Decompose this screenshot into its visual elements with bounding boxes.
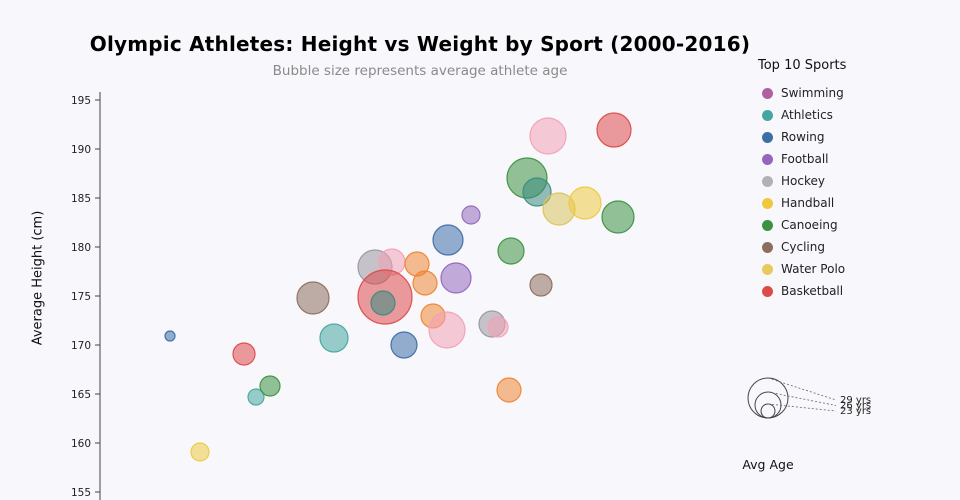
legend-item-rowing: Rowing xyxy=(756,126,946,148)
bubble xyxy=(440,262,472,294)
bubble xyxy=(529,117,567,155)
legend-item-label: Handball xyxy=(781,196,835,210)
legend-item-handball: Handball xyxy=(756,192,946,214)
legend-item-football: Football xyxy=(756,148,946,170)
y-tick-label: 185 xyxy=(71,193,91,205)
legend-color-dot xyxy=(762,175,773,187)
size-legend-label: 29 yrs xyxy=(840,395,871,406)
bubble xyxy=(568,186,602,220)
legend-color-dot xyxy=(762,285,773,297)
legend-item-swimming: Swimming xyxy=(756,82,946,104)
y-tick-label: 175 xyxy=(71,291,91,303)
legend-color-dot xyxy=(762,219,773,231)
y-tick-label: 195 xyxy=(71,95,91,107)
legend-item-label: Hockey xyxy=(781,174,825,188)
bubble xyxy=(497,237,525,265)
size-legend-caption: Avg Age xyxy=(742,457,794,472)
legend-color-dot xyxy=(762,131,773,143)
legend-item-label: Athletics xyxy=(781,108,833,122)
bubble xyxy=(428,311,466,349)
legend-title: Top 10 Sports xyxy=(758,58,847,73)
bubble xyxy=(319,323,349,353)
legend-item-label: Basketball xyxy=(781,284,844,298)
legend-item-canoeing: Canoeing xyxy=(756,214,946,236)
bubble xyxy=(259,375,281,397)
bubble xyxy=(487,316,509,338)
legend-item-water-polo: Water Polo xyxy=(756,258,946,280)
bubble xyxy=(496,377,522,403)
legend-color-dot xyxy=(762,109,773,121)
legend-color-dot xyxy=(762,153,773,165)
legend-item-label: Canoeing xyxy=(781,218,838,232)
bubble xyxy=(370,290,396,316)
legend-item-label: Water Polo xyxy=(781,262,846,276)
bubble xyxy=(164,330,176,342)
legend-item-athletics: Athletics xyxy=(756,104,946,126)
y-tick-label: 170 xyxy=(71,340,91,352)
y-tick-label: 155 xyxy=(71,487,91,499)
chart-title: Olympic Athletes: Height vs Weight by Sp… xyxy=(89,32,751,56)
bubble xyxy=(232,342,256,366)
size-legend-circle xyxy=(760,403,776,419)
bubble xyxy=(190,442,210,462)
bubble xyxy=(596,112,632,148)
y-tick-label: 190 xyxy=(71,144,91,156)
size-legend-circle xyxy=(747,377,789,419)
legend-color-dot xyxy=(762,263,773,275)
sport-legend: Top 10 Sports Swimming Athletics Rowing Foo… xyxy=(756,58,946,302)
legend-item-basketball: Basketball xyxy=(756,280,946,302)
legend-item-label: Cycling xyxy=(781,240,825,254)
legend-item-label: Football xyxy=(781,152,829,166)
bubble xyxy=(522,177,552,207)
y-tick-label: 180 xyxy=(71,242,91,254)
bubble xyxy=(296,281,330,315)
bubble xyxy=(529,273,553,297)
legend-item-hockey: Hockey xyxy=(756,170,946,192)
size-legend-label: 23 yrs xyxy=(840,406,871,417)
y-tick-label: 160 xyxy=(71,438,91,450)
bubble xyxy=(247,388,265,406)
y-tick-label: 165 xyxy=(71,389,91,401)
legend-items: Swimming Athletics Rowing Football Hockey Han… xyxy=(756,82,946,302)
chart-subtitle: Bubble size represents average athlete a… xyxy=(272,63,568,79)
legend-color-dot xyxy=(762,197,773,209)
legend-color-dot xyxy=(762,87,773,99)
bubble xyxy=(432,224,464,256)
bubble xyxy=(601,200,635,234)
size-legend-leader-line xyxy=(767,403,837,412)
size-legend-label: 26 yrs xyxy=(840,401,871,412)
bubble xyxy=(390,331,418,359)
legend-item-cycling: Cycling xyxy=(756,236,946,258)
legend-item-label: Rowing xyxy=(781,130,825,144)
bubble xyxy=(461,205,481,225)
legend-item-label: Swimming xyxy=(781,86,844,100)
bubble xyxy=(412,270,438,296)
size-legend-leader-line xyxy=(767,391,837,406)
legend-color-dot xyxy=(762,241,773,253)
